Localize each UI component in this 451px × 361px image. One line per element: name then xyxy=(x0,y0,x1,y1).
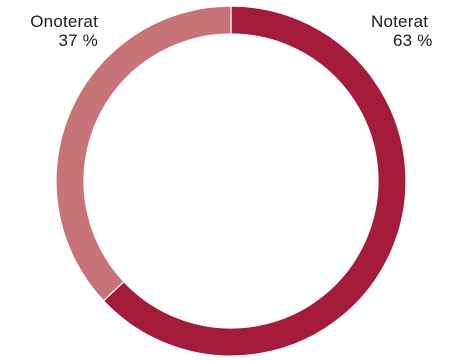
label-onoterat-value: 37 % xyxy=(58,31,98,50)
label-noterat-name: Noterat xyxy=(371,12,429,31)
label-onoterat-name: Onoterat xyxy=(30,12,98,31)
slice-noterat xyxy=(102,5,407,357)
label-noterat: Noterat 63 % xyxy=(371,12,433,50)
slice-onoterat xyxy=(55,5,232,302)
label-noterat-value: 63 % xyxy=(393,31,433,50)
label-onoterat: Onoterat 37 % xyxy=(16,12,98,50)
